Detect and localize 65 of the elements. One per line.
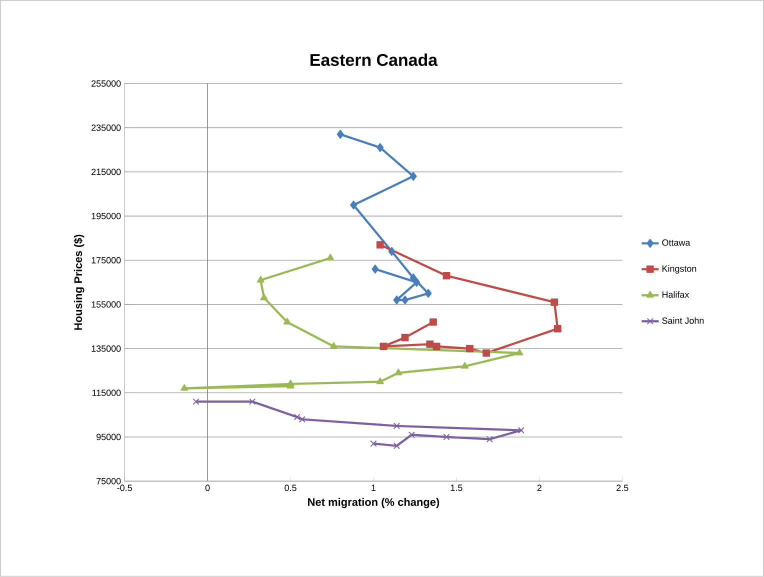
y-tick-label: 175000	[92, 257, 121, 264]
point	[260, 294, 268, 300]
point	[482, 349, 490, 357]
point	[408, 432, 415, 438]
point	[413, 278, 420, 287]
point	[401, 334, 409, 342]
point	[550, 298, 558, 306]
point	[460, 362, 469, 369]
x-tick-label: 1	[372, 484, 376, 491]
legend-label: Ottawa	[662, 240, 690, 246]
legend-label: Saint John	[662, 317, 704, 324]
point	[330, 342, 338, 349]
point	[350, 200, 358, 210]
y-tick-label: 135000	[92, 346, 121, 352]
y-tick-label: 235000	[92, 124, 121, 132]
point	[394, 368, 402, 376]
y-tick-label: 115000	[92, 390, 121, 396]
point	[393, 296, 400, 305]
point	[410, 274, 417, 283]
point	[370, 440, 377, 448]
point	[516, 348, 524, 356]
point	[376, 241, 384, 249]
legend-label: Kingston	[662, 265, 696, 274]
x-tick-label: 0.5	[284, 484, 296, 492]
y-tick-label: 255000	[92, 80, 121, 87]
x-tick-label: -0.5	[117, 484, 132, 492]
y-tick-label: 75000	[96, 478, 121, 484]
point	[372, 264, 379, 274]
point	[388, 247, 396, 256]
point	[192, 398, 200, 406]
point	[180, 384, 188, 391]
x-tick-label: 2	[537, 484, 542, 492]
x-tick-label: 1.5	[450, 484, 462, 492]
y-tick-label: 155000	[92, 301, 121, 308]
point	[443, 434, 450, 440]
point	[466, 345, 474, 352]
x-tick-label: 0	[205, 484, 210, 492]
point	[442, 272, 450, 280]
y-tick-label: 215000	[92, 168, 121, 176]
point	[380, 342, 388, 350]
y-tick-label: 95000	[96, 434, 121, 440]
point	[393, 422, 400, 430]
point	[283, 318, 291, 325]
point	[249, 398, 256, 406]
point	[424, 289, 432, 298]
point	[554, 325, 562, 333]
point	[393, 442, 400, 450]
point	[376, 143, 384, 152]
point	[336, 130, 344, 139]
point	[376, 378, 384, 384]
y-tick-label: 195000	[92, 213, 121, 220]
point	[426, 340, 434, 348]
point	[326, 254, 334, 261]
point	[402, 296, 409, 305]
x-tick-label: 2.5	[616, 484, 628, 492]
point	[486, 436, 493, 443]
point	[432, 342, 440, 350]
y-axis-title: Housing Prices ($)	[74, 234, 84, 330]
legend-label: Halifax	[662, 291, 690, 298]
x-axis-title: Net migration (% change)	[308, 498, 440, 508]
point	[410, 172, 417, 181]
point	[518, 427, 524, 434]
point	[430, 318, 437, 326]
chart-title: Eastern Canada	[310, 54, 438, 66]
point	[256, 276, 264, 283]
